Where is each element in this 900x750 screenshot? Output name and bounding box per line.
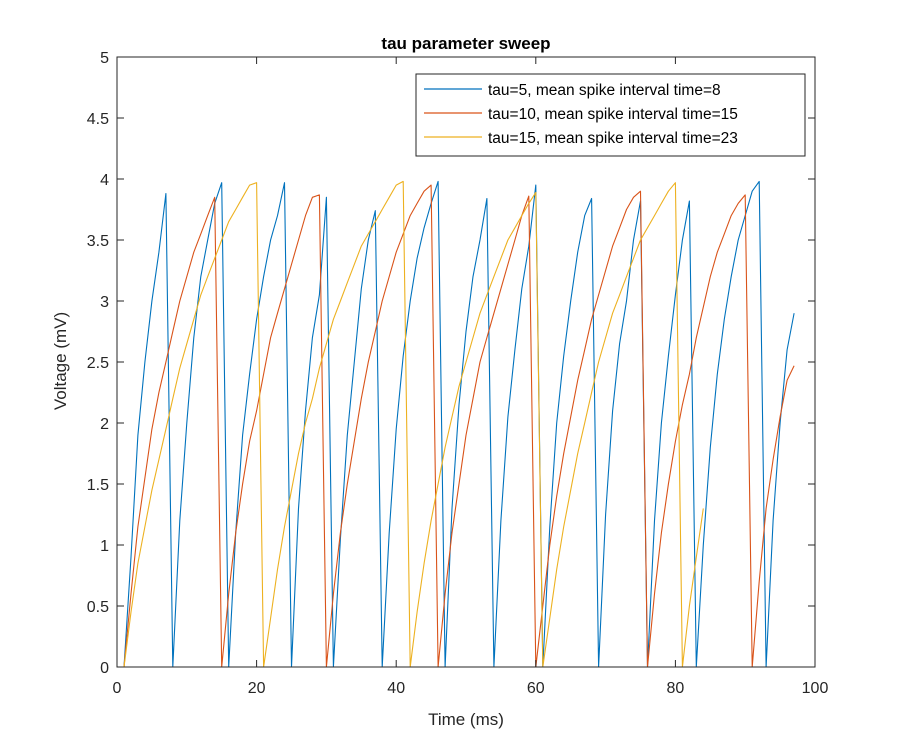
x-tick-label: 20 [248,680,266,697]
x-tick-label: 40 [387,680,405,697]
x-tick-label: 100 [802,680,829,697]
y-tick-label: 0.5 [87,599,109,616]
y-tick-label: 4 [100,172,109,189]
x-tick-label: 80 [667,680,685,697]
x-axis-label: Time (ms) [428,710,504,729]
legend-box [415,73,806,157]
axes-ticks: 0 20 40 60 80 100 0 0.5 1 1.5 2 2.5 3 3.5 4 4.5 5 [87,50,829,697]
chart-title: tau parameter sweep [381,34,550,53]
y-tick-label: 1 [100,538,109,555]
legend-label-2: tau=10, mean spike interval time=15 [488,106,738,123]
legend-label-3: tau=15, mean spike interval time=23 [488,130,738,147]
y-tick-label: 3.5 [87,233,109,250]
x-tick-label: 60 [527,680,545,697]
y-tick-label: 0 [100,660,109,677]
y-tick-label: 3 [100,294,109,311]
series-layer [123,180,795,668]
series-line-2 [123,184,795,668]
x-tick-label: 0 [113,680,122,697]
legend: tau=5, mean spike interval time=8 tau=10,… [415,73,806,157]
y-tick-label: 4.5 [87,111,109,128]
y-tick-label: 2 [100,416,109,433]
y-tick-label: 5 [100,50,109,67]
series-line-3 [123,180,704,668]
y-axis-label: Voltage (mV) [51,312,70,410]
y-tick-label: 2.5 [87,355,109,372]
legend-label-1: tau=5, mean spike interval time=8 [488,82,721,99]
y-tick-label: 1.5 [87,477,109,494]
